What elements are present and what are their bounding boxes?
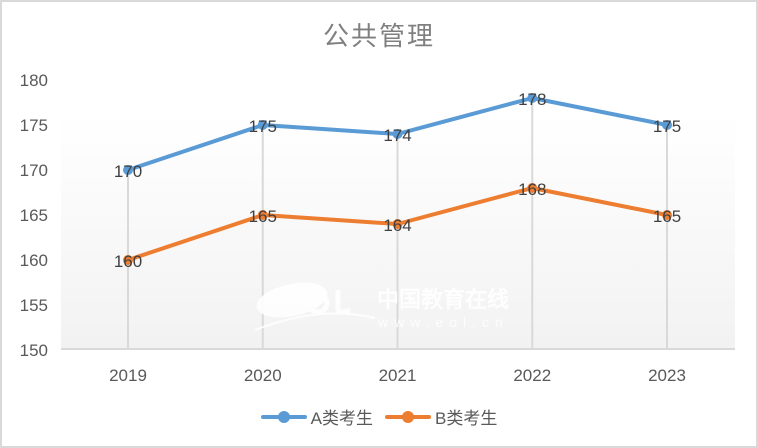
- data-point-marker[interactable]: [662, 210, 672, 220]
- series-lines: [123, 93, 672, 265]
- legend-label: A类考生: [310, 409, 373, 428]
- data-point-marker[interactable]: [123, 255, 133, 265]
- data-label: 170: [114, 162, 142, 181]
- y-tick-label: 165: [20, 206, 48, 225]
- data-label: 174: [383, 126, 411, 145]
- data-label: 168: [518, 180, 546, 199]
- x-tick-label: 2022: [513, 366, 551, 385]
- svg-text:中国教育在线: 中国教育在线: [377, 287, 509, 312]
- x-axis-ticks: 2019 2020 2021 2022 2023: [109, 366, 686, 385]
- data-point-marker[interactable]: [257, 210, 268, 220]
- x-tick-label: 2021: [379, 366, 417, 385]
- data-label: 175: [249, 117, 277, 136]
- data-label: 175: [653, 117, 681, 136]
- eol-watermark: 中国教育在线 www.eol.cn: [254, 282, 509, 331]
- y-tick-label: 170: [20, 161, 48, 180]
- data-point-marker[interactable]: [527, 183, 538, 193]
- y-axis-ticks: 150 155 160 165 170 175 180: [20, 71, 48, 360]
- data-point-marker[interactable]: [392, 219, 403, 229]
- data-point-marker[interactable]: [392, 129, 403, 139]
- legend-item-a[interactable]: A类考生: [260, 404, 373, 429]
- x-tick-label: 2023: [648, 366, 686, 385]
- svg-text:www.eol.cn: www.eol.cn: [377, 314, 509, 330]
- data-point-marker[interactable]: [662, 120, 672, 130]
- data-label: 178: [518, 90, 546, 109]
- y-tick-label: 160: [20, 251, 48, 270]
- legend-item-b[interactable]: B类考生: [385, 404, 497, 429]
- data-label: 164: [383, 216, 411, 235]
- data-label: 165: [653, 207, 681, 226]
- data-point-marker[interactable]: [123, 165, 133, 175]
- legend: A类考生 B类考生: [0, 404, 758, 429]
- data-point-marker[interactable]: [257, 120, 268, 130]
- data-label: 160: [114, 252, 142, 271]
- y-tick-label: 175: [20, 116, 48, 135]
- legend-line-marker-icon: [260, 410, 307, 424]
- y-tick-label: 180: [20, 71, 48, 90]
- legend-line-marker-icon: [385, 410, 431, 424]
- y-tick-label: 155: [20, 296, 48, 315]
- x-tick-label: 2020: [244, 366, 282, 385]
- data-label: 165: [249, 207, 277, 226]
- x-tick-label: 2019: [109, 366, 147, 385]
- legend-label: B类考生: [435, 409, 498, 428]
- y-tick-label: 150: [20, 341, 48, 360]
- data-labels: 170 175 174 178 175 160 165 164 168 165: [114, 90, 681, 271]
- data-point-marker[interactable]: [527, 93, 538, 103]
- chart-title: 公共管理: [322, 22, 435, 52]
